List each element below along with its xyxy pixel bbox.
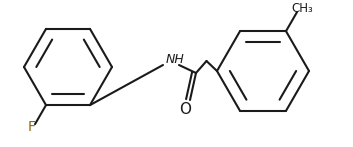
Text: F: F xyxy=(28,120,36,134)
Text: O: O xyxy=(179,102,191,117)
Text: NH: NH xyxy=(166,52,185,66)
Text: CH₃: CH₃ xyxy=(291,2,313,15)
